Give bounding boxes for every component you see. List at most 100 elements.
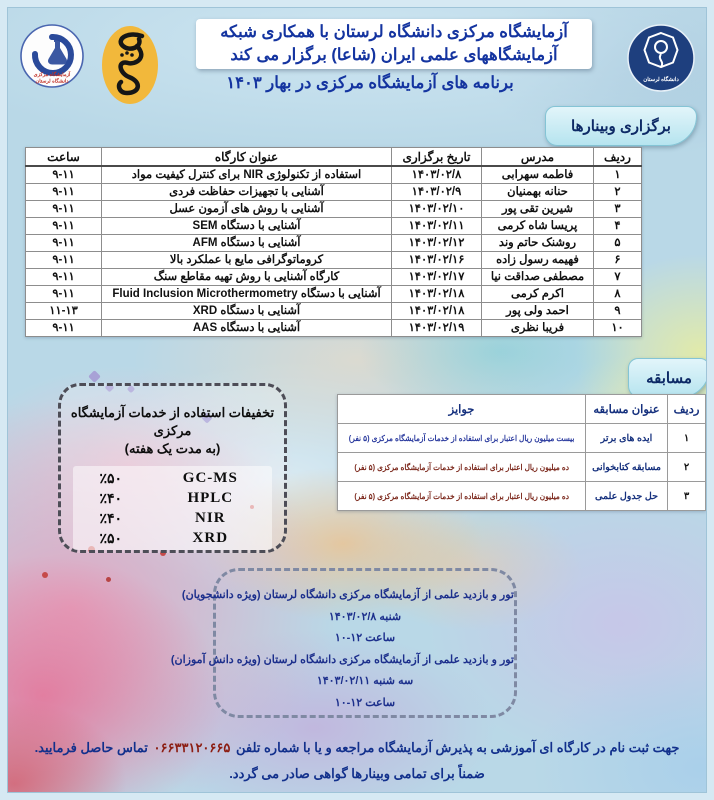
cell-instructor: اکرم کرمی bbox=[481, 285, 594, 303]
table-row: ۲ مسابقه کتابخوانی ده میلیون ریال اعتبار… bbox=[337, 452, 706, 482]
table-row: ۱ ایده های برتر بیست میلیون ریال اعتبار … bbox=[337, 423, 706, 453]
tab-competition-label: مسابقه bbox=[646, 370, 692, 387]
discount-service: XRD bbox=[192, 529, 229, 546]
tab-webinars-label: برگزاری وبینارها bbox=[571, 118, 671, 135]
cell-title: کروماتوگرافی مایع با عملکرد بالا bbox=[101, 251, 392, 269]
list-item: ٪۵۰ GC-MS bbox=[73, 468, 272, 488]
cell-date: ۱۴۰۳/۰۲/۱۷ bbox=[391, 268, 482, 286]
lorestan-university-logo-icon: دانشگاه لرستان bbox=[627, 24, 695, 92]
cell-time: ۹-۱۱ bbox=[25, 217, 102, 235]
tours-box: تور و بازدید علمی از آزمایشگاه مرکزی دان… bbox=[170, 568, 517, 718]
col-header-no: ردیف bbox=[667, 394, 706, 424]
cell-title: آشنایی با روش های آزمون عسل bbox=[101, 200, 392, 218]
table-row: ۱ فاطمه سهرابی ۱۴۰۳/۰۲/۸ استفاده از تکنو… bbox=[25, 165, 642, 184]
footer-text-before-phone: جهت ثبت نام در کارگاه ای آموزشی به پذیرش… bbox=[235, 740, 680, 755]
tour-time-pupils: ساعت ۱۲-۱۰ bbox=[334, 696, 396, 709]
webinars-header-row: ردیف مدرس تاریخ برگزاری عنوان کارگاه ساع… bbox=[25, 147, 642, 167]
cell-date: ۱۴۰۳/۰۲/۱۲ bbox=[391, 234, 482, 252]
col-header-instructor: مدرس bbox=[481, 147, 594, 167]
table-row: ۶ فهیمه رسول زاده ۱۴۰۳/۰۲/۱۶ کروماتوگراف… bbox=[25, 251, 642, 269]
cell-date: ۱۴۰۳/۰۲/۸ bbox=[391, 165, 482, 184]
cell-time: ۹-۱۱ bbox=[25, 183, 102, 201]
cell-time: ۹-۱۱ bbox=[25, 268, 102, 286]
cell-title: آشنایی با دستگاه SEM bbox=[101, 217, 392, 235]
tour-line-pupils: تور و بازدید علمی از آزمایشگاه مرکزی دان… bbox=[170, 653, 514, 666]
cell-instructor: روشنک حاتم وند bbox=[481, 234, 594, 252]
footer-text-after-phone: تماس حاصل فرمایید. bbox=[34, 740, 148, 755]
cell-instructor: مصطفی صداقت نیا bbox=[481, 268, 594, 286]
lab-logo-label-1: آزمایشگاه مرکزی bbox=[34, 71, 71, 78]
discount-percent: ٪۴۰ bbox=[99, 489, 123, 506]
cell-time: ۹-۱۱ bbox=[25, 319, 102, 337]
cell-title: آشنایی با دستگاه Fluid Inclusion Microth… bbox=[101, 285, 392, 303]
discounts-list: ٪۵۰ GC-MS ٪۴۰ HPLC ٪۴۰ NIR ٪۵۰ XRD bbox=[73, 466, 272, 550]
cell-no: ۹ bbox=[593, 302, 642, 320]
discount-percent: ٪۵۰ bbox=[99, 529, 123, 546]
discounts-box: تخفیفات استفاده از خدمات آزمایشگاه مرکزی… bbox=[58, 383, 287, 553]
tour-date-pupils: سه شنبه ۱۴۰۳/۰۲/۱۱ bbox=[316, 675, 414, 687]
cell-instructor: فاطمه سهرابی bbox=[481, 165, 594, 184]
decor-dot bbox=[106, 577, 111, 582]
competition-table: ردیف عنوان مسابقه جوایز ۱ ایده های برتر … bbox=[337, 394, 706, 511]
cell-no: ۶ bbox=[593, 251, 642, 269]
table-row: ۵ روشنک حاتم وند ۱۴۰۳/۰۲/۱۲ آشنایی با دس… bbox=[25, 234, 642, 252]
discount-service: NIR bbox=[195, 509, 226, 526]
lab-logo-label-2: دانشگاه لرستان bbox=[36, 78, 70, 85]
footer-registration-line: جهت ثبت نام در کارگاه ای آموزشی به پذیرش… bbox=[0, 740, 714, 756]
decor-dot bbox=[160, 550, 166, 556]
cell-prize: ده میلیون ریال اعتبار برای استفاده از خد… bbox=[337, 452, 586, 482]
cell-no: ۵ bbox=[593, 234, 642, 252]
cell-time: ۹-۱۱ bbox=[25, 165, 102, 184]
cell-date: ۱۴۰۳/۰۲/۱۶ bbox=[391, 251, 482, 269]
cell-title: کارگاه آشنایی با روش تهیه مقاطع سنگ bbox=[101, 268, 392, 286]
competition-header-row: ردیف عنوان مسابقه جوایز bbox=[337, 394, 706, 424]
table-row: ۳ حل جدول علمی ده میلیون ریال اعتبار برا… bbox=[337, 481, 706, 511]
tab-competition: مسابقه bbox=[628, 358, 710, 398]
cell-prize: بیست میلیون ریال اعتبار برای استفاده از … bbox=[337, 423, 586, 453]
cell-time: ۹-۱۱ bbox=[25, 234, 102, 252]
cell-date: ۱۴۰۳/۰۲/۱۰ bbox=[391, 200, 482, 218]
table-row: ۹ احمد ولی پور ۱۴۰۳/۰۲/۱۸ آشنایی با دستگ… bbox=[25, 302, 642, 320]
cell-instructor: حنانه بهمنیان bbox=[481, 183, 594, 201]
cell-title: آشنایی با دستگاه XRD bbox=[101, 302, 392, 320]
header-title-line2: آزمایشگاههای علمی ایران (شاعا) برگزار می… bbox=[230, 46, 558, 64]
col-header-date: تاریخ برگزاری bbox=[391, 147, 482, 167]
central-lab-logo-icon: آزمایشگاه مرکزی دانشگاه لرستان bbox=[20, 24, 84, 88]
cell-instructor: پریسا شاه کرمی bbox=[481, 217, 594, 235]
cell-no: ۲ bbox=[593, 183, 642, 201]
col-header-time: ساعت bbox=[25, 147, 102, 167]
cell-date: ۱۴۰۳/۰۲/۹ bbox=[391, 183, 482, 201]
cell-time: ۱۱-۱۳ bbox=[25, 302, 102, 320]
cell-date: ۱۴۰۳/۰۲/۱۱ bbox=[391, 217, 482, 235]
cell-prize: ده میلیون ریال اعتبار برای استفاده از خد… bbox=[337, 481, 586, 511]
list-item: ٪۴۰ HPLC bbox=[73, 488, 272, 508]
footer-certificate-line: ضمناً برای تمامی وبینارها گواهی صادر می … bbox=[229, 766, 485, 781]
cell-contest-title: حل جدول علمی bbox=[585, 481, 668, 511]
table-row: ۲ حنانه بهمنیان ۱۴۰۳/۰۲/۹ آشنایی با تجهی… bbox=[25, 183, 642, 201]
discounts-title-line1: تخفیفات استفاده از خدمات آزمایشگاه مرکزی bbox=[70, 405, 275, 438]
cell-no: ۱ bbox=[593, 165, 642, 184]
col-header-contest-title: عنوان مسابقه bbox=[585, 394, 668, 424]
discount-percent: ٪۴۰ bbox=[99, 509, 123, 526]
phone-number: ۰۶۶۳۳۱۲۰۶۶۵ bbox=[153, 740, 231, 755]
header-title-line1: آزمایشگاه مرکزی دانشگاه لرستان با همکاری… bbox=[220, 23, 568, 41]
table-row: ۱۰ فریبا نظری ۱۴۰۳/۰۲/۱۹ آشنایی با دستگا… bbox=[25, 319, 642, 337]
cell-time: ۹-۱۱ bbox=[25, 200, 102, 218]
col-header-no: ردیف bbox=[593, 147, 642, 167]
tour-line-students: تور و بازدید علمی از آزمایشگاه مرکزی دان… bbox=[181, 589, 514, 601]
discount-service: HPLC bbox=[187, 489, 234, 506]
cell-time: ۹-۱۱ bbox=[25, 285, 102, 303]
cell-date: ۱۴۰۳/۰۲/۱۸ bbox=[391, 285, 482, 303]
tour-time-students: ساعت ۱۲-۱۰ bbox=[334, 632, 396, 644]
tab-webinars: برگزاری وبینارها bbox=[545, 106, 697, 146]
cell-no: ۲ bbox=[667, 452, 706, 482]
cell-date: ۱۴۰۳/۰۲/۱۹ bbox=[391, 319, 482, 337]
table-row: ۸ اکرم کرمی ۱۴۰۳/۰۲/۱۸ آشنایی با دستگاه … bbox=[25, 285, 642, 303]
cell-no: ۴ bbox=[593, 217, 642, 235]
table-row: ۷ مصطفی صداقت نیا ۱۴۰۳/۰۲/۱۷ کارگاه آشنا… bbox=[25, 268, 642, 286]
cell-instructor: فریبا نظری bbox=[481, 319, 594, 337]
cell-date: ۱۴۰۳/۰۲/۱۸ bbox=[391, 302, 482, 320]
cell-title: آشنایی با دستگاه AAS bbox=[101, 319, 392, 337]
cell-title: آشنایی با تجهیزات حفاظت فردی bbox=[101, 183, 392, 201]
cell-no: ۳ bbox=[667, 481, 706, 511]
